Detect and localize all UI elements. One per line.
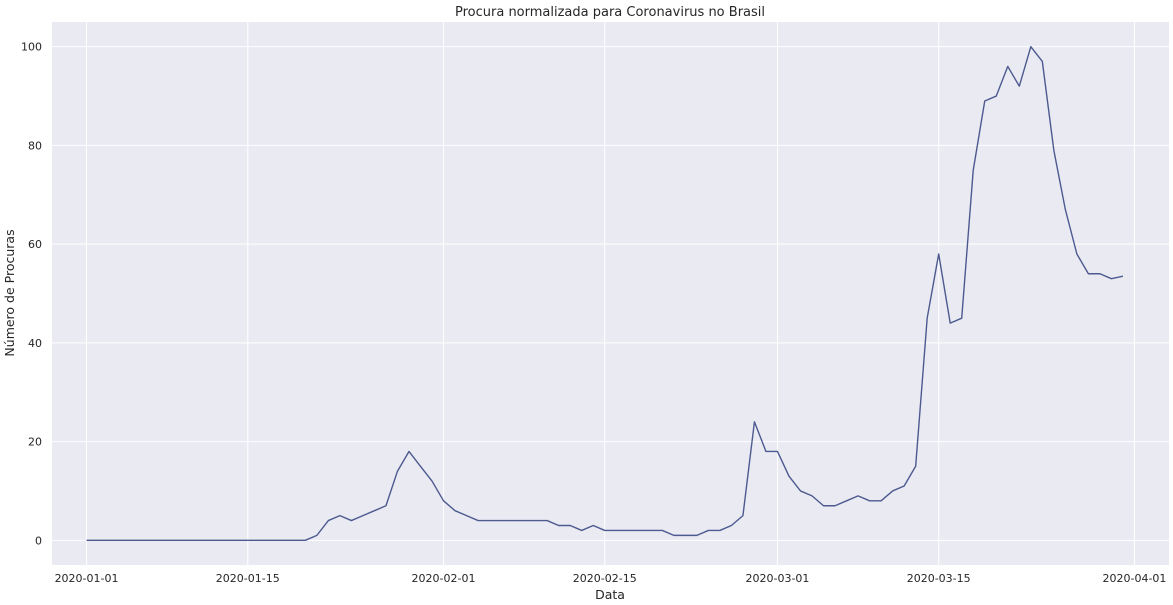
- y-axis-label: Número de Procuras: [2, 229, 17, 356]
- x-tick-label: 2020-04-01: [1102, 572, 1166, 585]
- series-layer: [86, 45, 1124, 542]
- grid-lines: [52, 22, 1169, 565]
- x-tick-label: 2020-02-15: [573, 572, 637, 585]
- y-tick-label: 60: [28, 238, 42, 251]
- y-tick-label: 80: [28, 139, 42, 152]
- y-tick-label: 0: [35, 534, 42, 547]
- y-tick-label: 40: [28, 337, 42, 350]
- y-tick-label: 100: [21, 41, 42, 54]
- chart-title: Procura normalizada para Coronavirus no …: [455, 5, 765, 20]
- x-axis-label: Data: [595, 587, 625, 602]
- tick-labels: 0 20 40 60 80 100 2020-01-01 2020-01-15 2020-02-…: [21, 41, 1166, 585]
- x-tick-label: 2020-01-15: [216, 572, 280, 585]
- plot-background: [52, 22, 1169, 565]
- x-tick-label: 2020-03-01: [746, 572, 810, 585]
- y-tick-label: 20: [28, 436, 42, 449]
- x-tick-label: 2020-03-15: [907, 572, 971, 585]
- x-tick-label: 2020-02-01: [412, 572, 476, 585]
- x-tick-label: 2020-01-01: [55, 572, 119, 585]
- series-line: [86, 45, 1124, 542]
